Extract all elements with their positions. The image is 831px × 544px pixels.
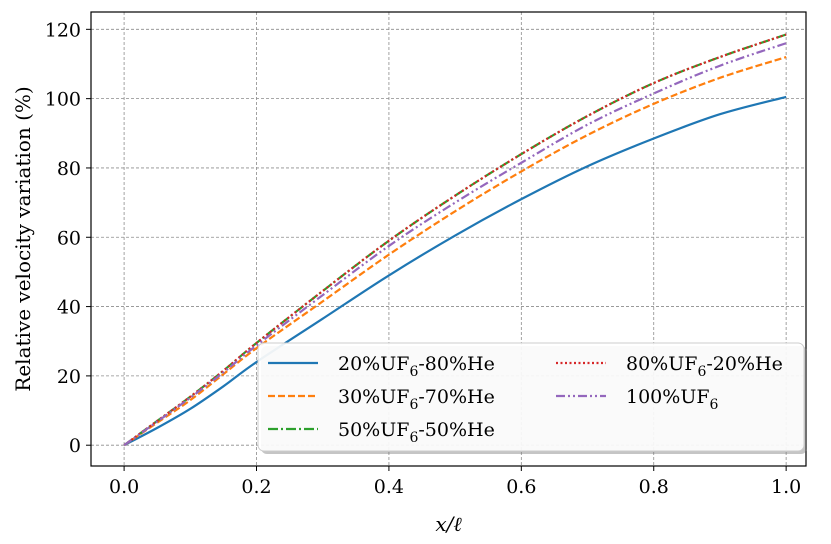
legend: 20%UF6-80%He 30%UF6-70%He 50%UF6-50%He 80%U… (257, 342, 807, 454)
x-tick-label: 0.2 (241, 476, 271, 498)
x-axis-label: x/ℓ (435, 512, 462, 536)
series-lines (123, 33, 787, 447)
y-tick-label: 120 (45, 19, 81, 41)
y-tick-label: 0 (69, 435, 81, 457)
legend-label: 30%UF6-70%He (338, 386, 495, 413)
x-tick-label: 0.8 (639, 476, 669, 498)
x-tick-label: 0.0 (109, 476, 139, 498)
y-tick-label: 80 (57, 158, 81, 180)
y-axis-label: Relative velocity variation (%) (11, 86, 35, 391)
x-tick-label: 1.0 (771, 476, 801, 498)
series-line (123, 42, 787, 447)
x-tick-label: 0.4 (374, 476, 404, 498)
y-tick-label: 20 (57, 366, 81, 388)
series-line (123, 56, 787, 447)
legend-label: 100%UF6 (626, 386, 719, 413)
plot-frame (90, 11, 807, 467)
axis-ticks: 0.0 0.2 0.4 0.6 0.8 1.0 0 20 40 60 80 100 120 (45, 19, 802, 498)
series-line (123, 95, 787, 447)
x-tick-label: 0.6 (506, 476, 536, 498)
legend-label: 50%UF6-50%He (338, 419, 495, 446)
legend-label: 80%UF6-20%He (626, 353, 783, 380)
y-tick-label: 40 (57, 297, 81, 319)
y-tick-label: 100 (45, 89, 81, 111)
series-line (123, 33, 787, 447)
legend-label: 20%UF6-80%He (338, 353, 495, 380)
legend-box (257, 342, 805, 452)
y-tick-label: 60 (57, 227, 81, 249)
